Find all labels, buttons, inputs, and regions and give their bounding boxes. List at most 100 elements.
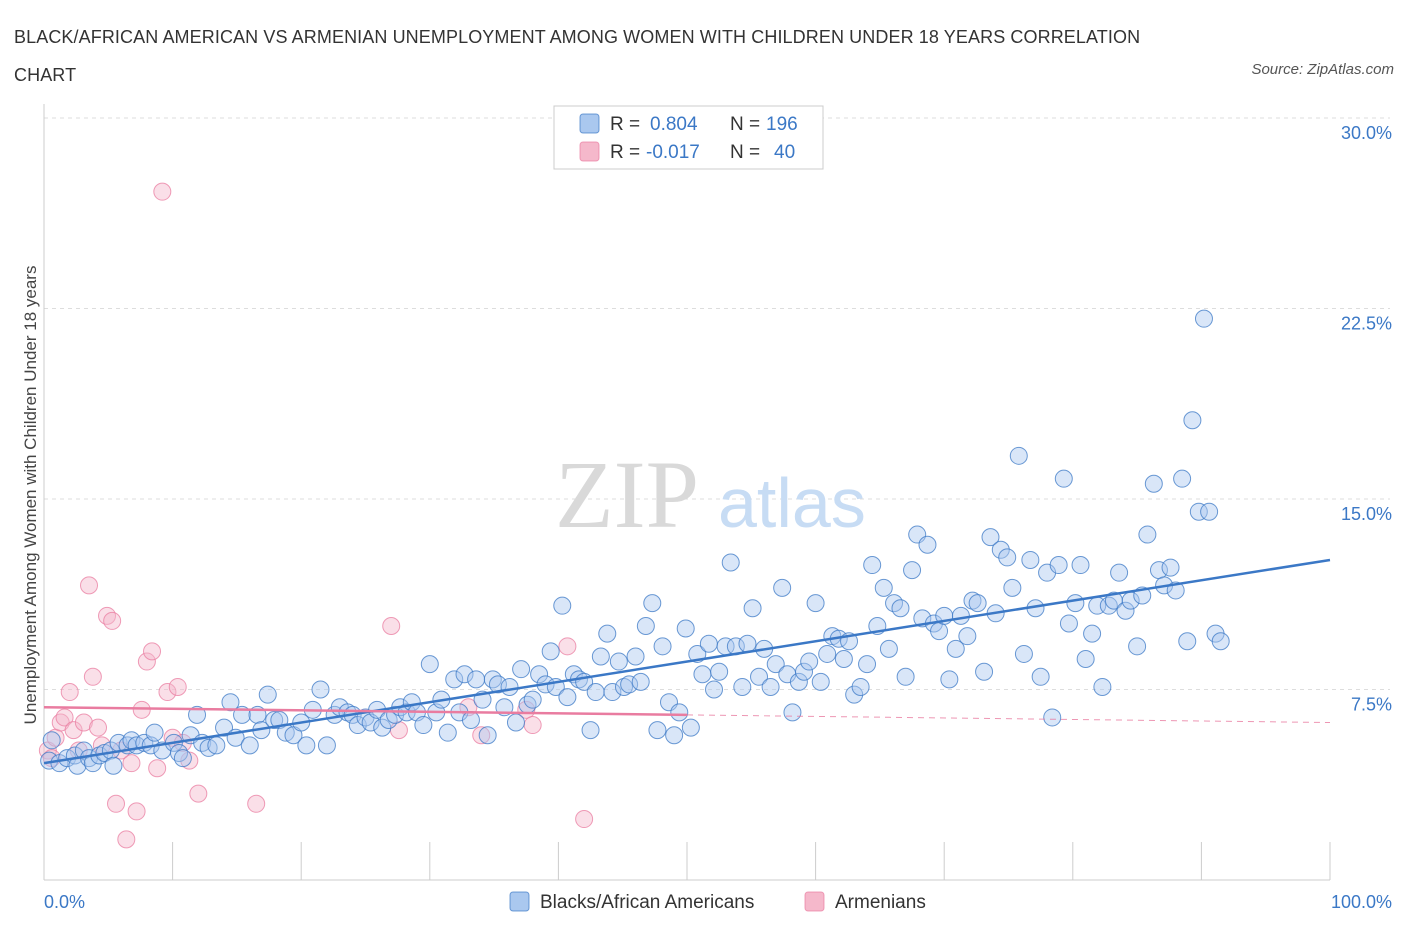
black-point-168: [1021, 550, 1040, 569]
watermark: ZIP atlas: [555, 441, 866, 548]
black-point-137: [845, 685, 864, 704]
black-point-167: [1014, 644, 1033, 663]
black-point-113: [710, 662, 729, 681]
black-point-182: [1099, 596, 1118, 615]
black-point-94: [603, 683, 622, 702]
black-point-127: [789, 672, 808, 691]
armenian-point-15: [107, 794, 126, 813]
black-point-155: [946, 639, 965, 658]
x-tick-label-max: 100.0%: [1331, 892, 1392, 912]
black-point-130: [806, 594, 825, 613]
black-point-36: [258, 685, 277, 704]
black-point-187: [1128, 637, 1147, 656]
black-point-37: [265, 710, 284, 729]
black-point-105: [665, 726, 684, 745]
trend-lines: [43, 558, 1331, 765]
black-point-95: [609, 652, 628, 671]
black-point-42: [297, 736, 316, 755]
black-point-54: [373, 718, 392, 737]
black-point-131: [811, 672, 830, 691]
armenian-point-8: [74, 713, 93, 732]
black-point-174: [1054, 469, 1073, 488]
black-point-81: [530, 665, 549, 684]
black-point-33: [240, 736, 259, 755]
black-point-145: [891, 599, 910, 618]
black-point-98: [626, 647, 645, 666]
armenian-point-19: [127, 802, 146, 821]
black-point-69: [461, 710, 480, 729]
black-point-106: [670, 703, 689, 722]
black-point-101: [643, 594, 662, 613]
black-point-199: [1194, 309, 1213, 328]
armenian-point-25: [158, 683, 177, 702]
watermark-zip: ZIP: [555, 441, 699, 548]
black-point-157: [958, 627, 977, 646]
black-point-140: [863, 556, 882, 575]
armenian-point-18: [122, 754, 141, 773]
black-point-126: [783, 703, 802, 722]
black-point-68: [455, 665, 474, 684]
legend-r-value-pink: -0.017: [646, 142, 700, 163]
black-point-28: [207, 736, 226, 755]
black-point-175: [1059, 614, 1078, 633]
armenian-point-6: [64, 721, 83, 740]
watermark-atlas: atlas: [718, 464, 866, 542]
y-tick-label-1: 15.0%: [1341, 504, 1392, 524]
black-point-132: [818, 644, 837, 663]
armenian-point-32: [382, 617, 401, 635]
armenian-point-9: [80, 576, 99, 595]
black-point-202: [1211, 632, 1230, 651]
black-point-100: [636, 617, 655, 635]
legend-swatch-pink: [579, 141, 600, 162]
black-point-128: [795, 662, 814, 681]
x-axis-ticks: [43, 842, 1331, 880]
black-point-97: [620, 675, 639, 694]
armenian-point-13: [98, 606, 117, 625]
black-point-108: [681, 718, 700, 737]
black-point-200: [1200, 502, 1219, 521]
black-point-122: [761, 677, 780, 696]
armenian-point-31: [247, 794, 266, 813]
black-point-143: [879, 639, 898, 658]
black-point-158: [963, 591, 982, 610]
correlation-legend: R = 0.804 N = 196 R = -0.017 N = 40: [553, 105, 824, 170]
black-point-154: [940, 670, 959, 689]
black-point-161: [981, 528, 1000, 547]
y-tick-label-2: 22.5%: [1341, 314, 1392, 334]
armenian-point-20: [132, 700, 151, 719]
black-point-196: [1178, 632, 1197, 651]
black-point-184: [1110, 563, 1129, 582]
black-point-156: [951, 606, 970, 625]
legend-r-label-pink: R =: [610, 142, 640, 163]
black-point-73: [483, 670, 502, 689]
black-point-160: [975, 662, 994, 681]
series-legend-label-blue: Blacks/African Americans: [540, 892, 754, 913]
black-point-90: [581, 721, 600, 740]
black-point-178: [1076, 650, 1095, 669]
chart-title: BLACK/AFRICAN AMERICAN VS ARMENIAN UNEMP…: [14, 27, 1141, 85]
black-point-80: [523, 690, 542, 709]
black-point-12: [104, 756, 123, 775]
black-point-72: [478, 726, 497, 745]
armenian-point-30: [189, 784, 208, 803]
black-point-76: [500, 677, 519, 696]
black-point-139: [858, 655, 877, 674]
black-point-91: [586, 683, 605, 702]
armenian-trend-extension: [686, 714, 1331, 724]
black-point-193: [1161, 558, 1180, 577]
armenian-point-39: [575, 810, 594, 829]
black-point-120: [750, 667, 769, 686]
black-point-74: [488, 675, 507, 694]
y-axis-label: Unemployment Among Women with Children U…: [21, 266, 40, 725]
black-point-78: [512, 660, 531, 679]
black-point-164: [998, 548, 1017, 567]
y-tick-label-3: 30.0%: [1341, 123, 1392, 143]
black-point-173: [1049, 556, 1068, 575]
black-point-181: [1093, 677, 1112, 696]
black-point-150: [918, 535, 937, 554]
black-point-179: [1083, 624, 1102, 643]
legend-r-label-blue: R =: [610, 114, 640, 135]
series-legend-swatch-blue: [509, 891, 530, 912]
black-point-111: [699, 634, 718, 653]
